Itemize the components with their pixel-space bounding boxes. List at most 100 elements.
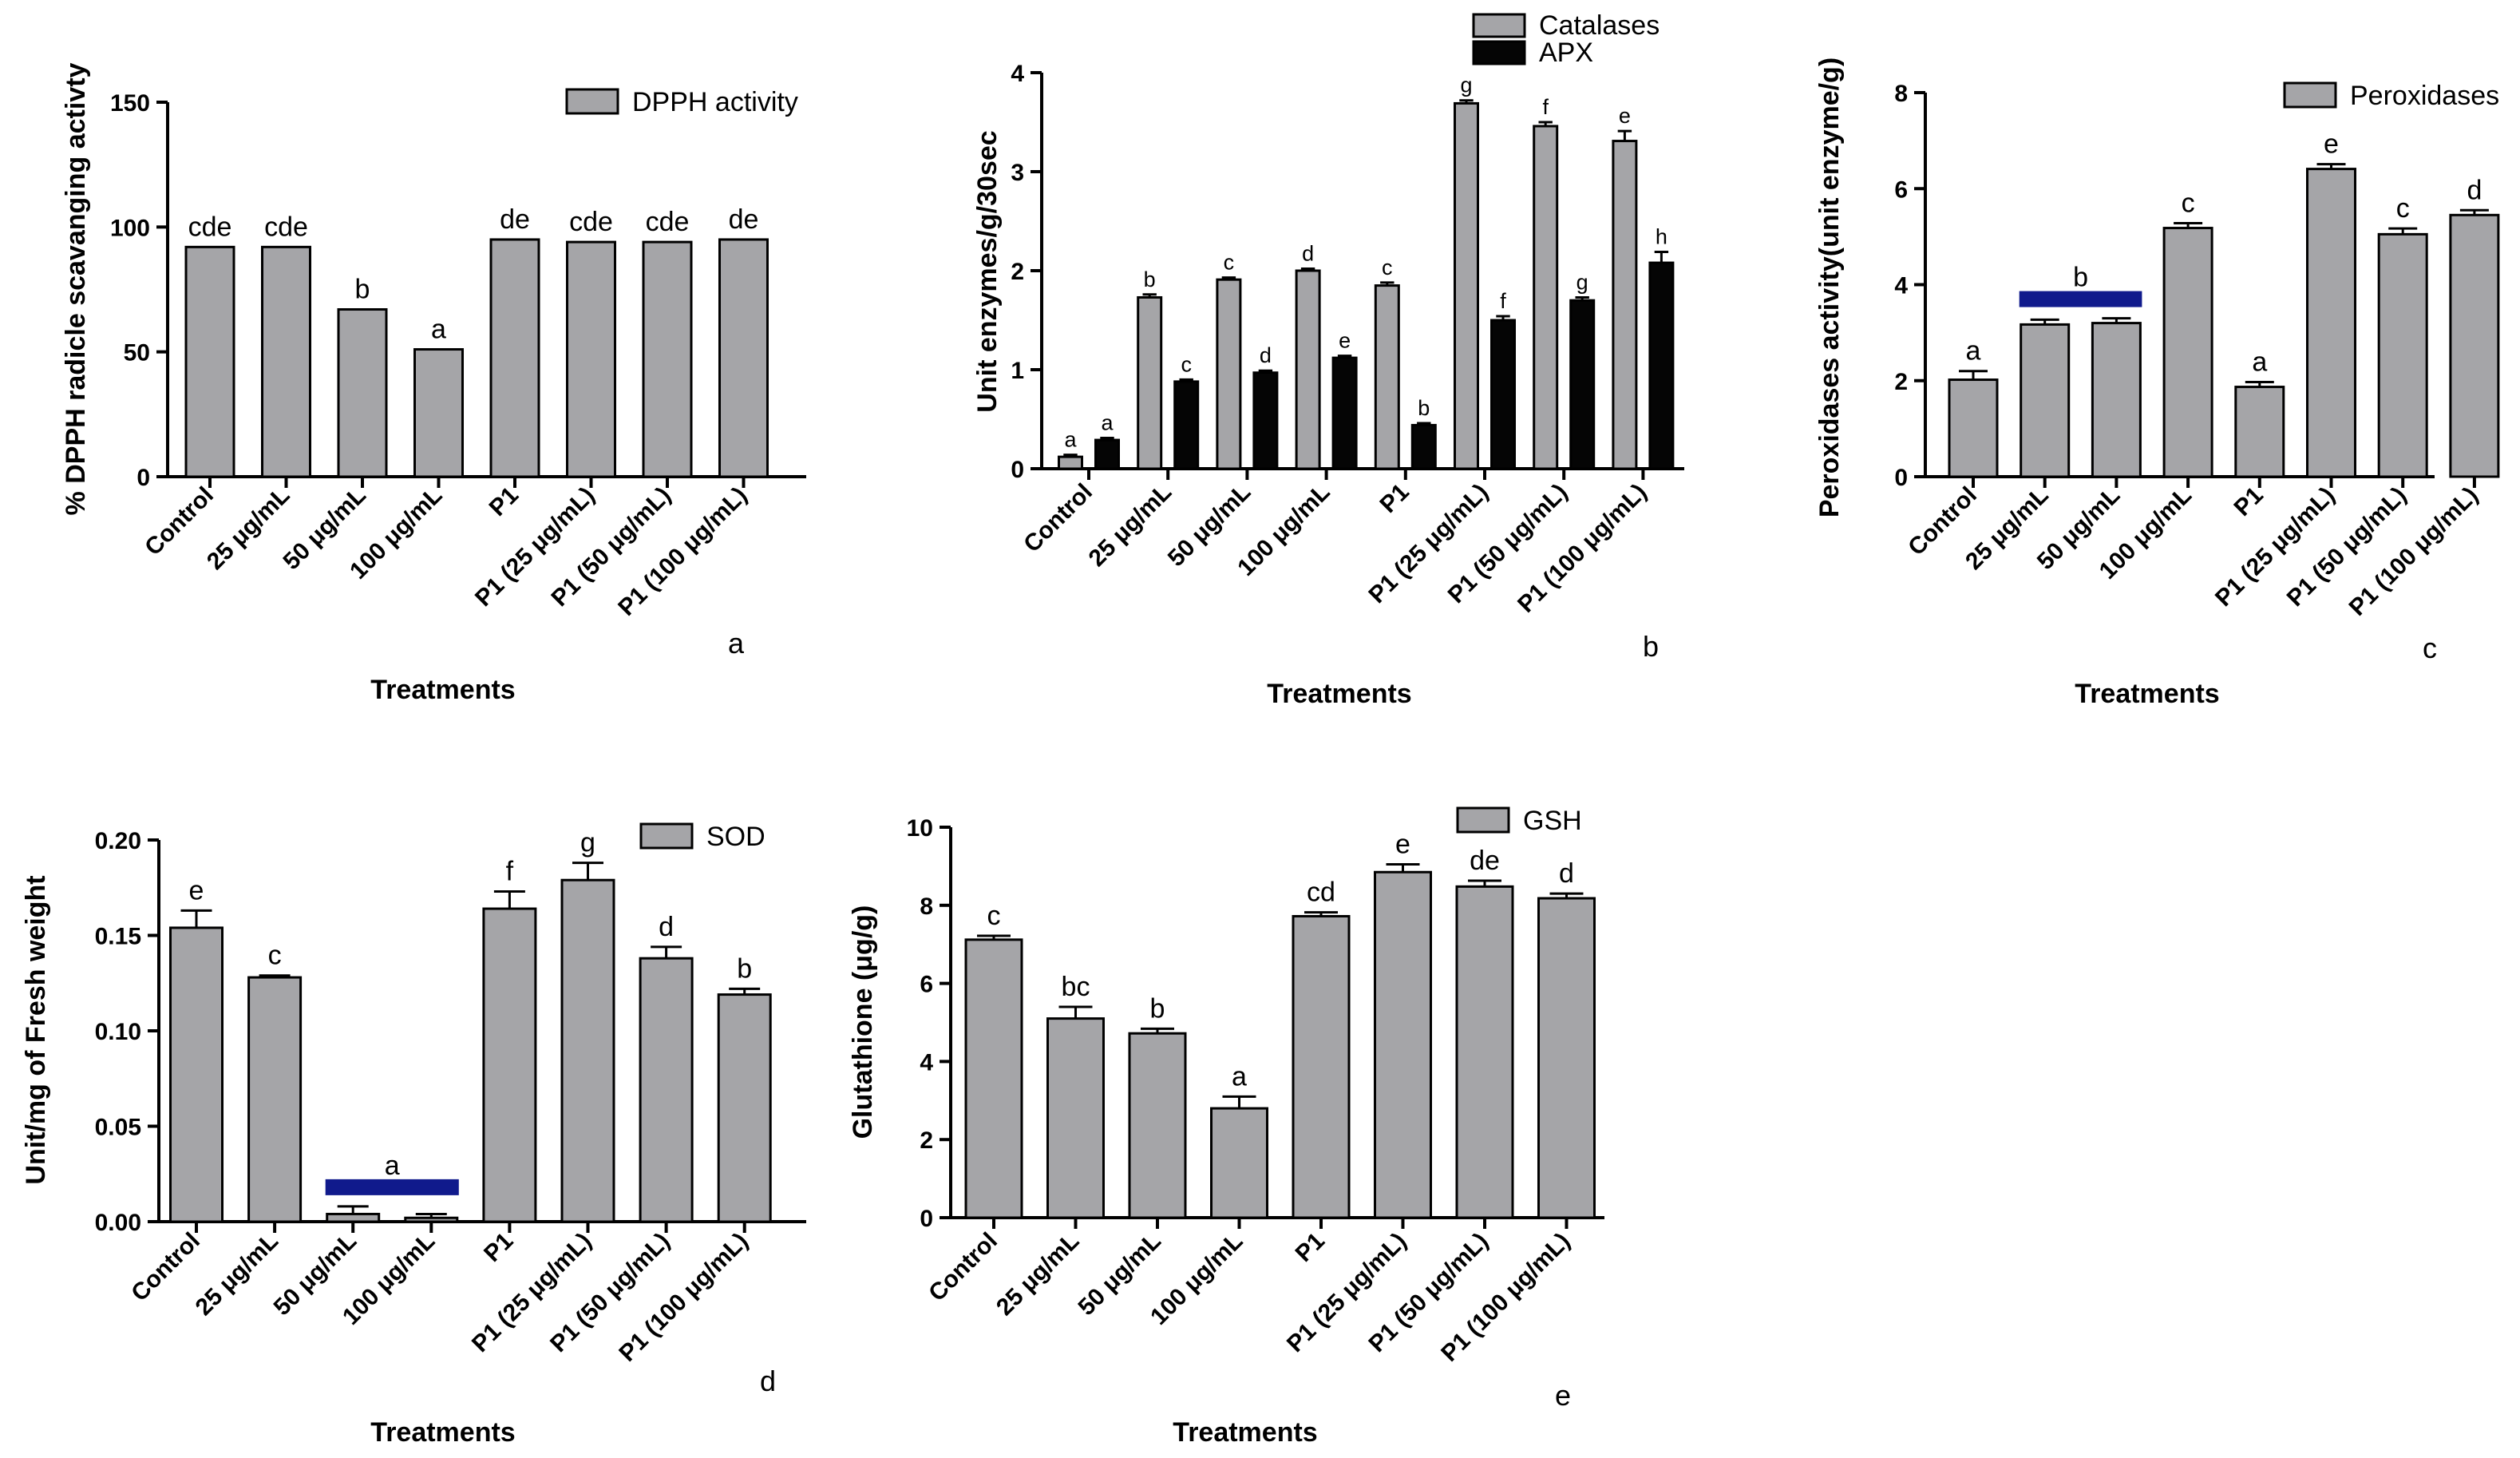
bar-6 (566, 240, 616, 478)
bar-2 (2020, 323, 2071, 478)
bar-2 (1046, 1017, 1105, 1219)
group-significance-letter: b (2073, 263, 2088, 293)
significance-letter: b (355, 275, 370, 305)
bar-5 (489, 238, 540, 478)
significance-letter: cde (646, 207, 690, 237)
y-tick-label: 0 (1894, 465, 1908, 491)
x-tick-label: P1 (100 μg/mL) (613, 482, 752, 621)
bar-apx-8 (1648, 261, 1675, 470)
bar-apx-6 (1490, 319, 1516, 470)
significance-letter: f (1542, 95, 1549, 119)
bar-3 (337, 308, 388, 478)
significance-letter: c (1382, 256, 1393, 279)
y-tick-label: 0.20 (95, 828, 141, 854)
x-tick-label: Control (924, 1228, 1003, 1307)
significance-letter: b (1150, 993, 1165, 1024)
bar-8 (1537, 897, 1596, 1219)
y-tick-label: 150 (110, 90, 150, 117)
significance-letter: c (1224, 251, 1235, 275)
significance-letter: a (2252, 347, 2267, 378)
y-axis-title: Unit enzymes/g/30sec (972, 130, 1003, 412)
bar-2 (247, 976, 303, 1223)
significance-letter: g (1460, 73, 1472, 97)
y-tick-label: 4 (920, 1049, 933, 1076)
group-significance-marker (2019, 291, 2142, 307)
bar-4 (404, 1216, 459, 1223)
significance-letter: e (189, 875, 204, 905)
x-tick-label: 25 μg/mL (191, 1228, 283, 1321)
bar-catalases-1 (1058, 455, 1083, 470)
bar-catalases-3 (1216, 278, 1242, 470)
x-tick-label: 25 μg/mL (991, 1228, 1084, 1321)
bar-6 (2306, 168, 2356, 478)
legend-label-catalases: Catalases (1539, 10, 1660, 41)
y-tick-label: 0.15 (95, 924, 141, 950)
legend-swatch-catalases (1472, 13, 1526, 38)
significance-letter: a (1232, 1061, 1247, 1092)
y-tick-label: 8 (1894, 81, 1908, 107)
significance-letter: c (268, 941, 282, 971)
bar-8 (2449, 213, 2500, 478)
legend-label-dpph activity: DPPH activity (632, 87, 798, 117)
y-tick-label: 1 (1011, 358, 1024, 384)
bar-4 (1210, 1107, 1268, 1219)
x-tick-label: P1 (1291, 1228, 1330, 1267)
y-tick-label: 50 (124, 340, 150, 366)
significance-letter: f (506, 857, 514, 887)
bar-apx-1 (1094, 438, 1120, 470)
x-tick-label: P1 (100 μg/mL) (2344, 482, 2483, 621)
significance-letter: a (1064, 428, 1077, 452)
significance-letter: e (1395, 829, 1410, 859)
bar-apx-7 (1569, 299, 1596, 470)
significance-letter: d (659, 912, 674, 942)
x-axis-title: Treatments (370, 1417, 515, 1448)
x-axis-title: Treatments (1267, 679, 1411, 709)
significance-letter: b (737, 953, 752, 984)
bar-4 (413, 348, 464, 478)
significance-letter: c (2396, 193, 2410, 224)
y-tick-label: 0.00 (95, 1210, 141, 1236)
legend-label-sod: SOD (706, 822, 765, 852)
bar-7 (639, 957, 694, 1223)
y-tick-label: 0 (1011, 457, 1024, 483)
x-tick-label: P1 (479, 1228, 518, 1267)
x-tick-label: Control (140, 482, 219, 561)
y-axis-title: Unit/mg of Fresh weight (21, 875, 51, 1184)
x-tick-label: 25 μg/mL (202, 482, 295, 575)
significance-letter: a (1101, 411, 1114, 435)
bar-5 (1292, 914, 1351, 1219)
bar-8 (717, 993, 772, 1223)
bar-catalases-6 (1454, 101, 1479, 470)
significance-letter: de (1470, 846, 1500, 876)
group-significance-letter: a (385, 1151, 400, 1181)
y-tick-label: 10 (907, 815, 933, 842)
x-tick-label: P1 (485, 482, 524, 521)
bar-5 (482, 907, 537, 1223)
significance-letter: b (1418, 396, 1430, 420)
bar-7 (1455, 885, 1514, 1219)
y-tick-label: 4 (1011, 61, 1024, 87)
y-tick-label: 8 (920, 893, 933, 920)
y-tick-label: 6 (920, 972, 933, 998)
legend-swatch-dpph activity (565, 88, 619, 115)
bar-apx-4 (1331, 356, 1358, 470)
x-axis-title: Treatments (370, 675, 515, 705)
significance-letter: d (2467, 175, 2482, 205)
bar-8 (718, 238, 769, 478)
y-axis-title: Glutathione (μg/g) (848, 905, 878, 1139)
bar-7 (2377, 232, 2428, 478)
significance-letter: bc (1062, 972, 1090, 1002)
significance-letter: c (987, 901, 1001, 931)
panel-label: b (1643, 630, 1659, 663)
legend-label-apx: APX (1539, 38, 1593, 68)
significance-letter: c (1181, 352, 1192, 376)
significance-letter: e (1339, 329, 1351, 353)
bar-catalases-8 (1612, 140, 1638, 470)
x-tick-label: 25 μg/mL (1084, 479, 1177, 572)
bar-3 (326, 1212, 381, 1223)
y-tick-label: 6 (1894, 176, 1908, 203)
